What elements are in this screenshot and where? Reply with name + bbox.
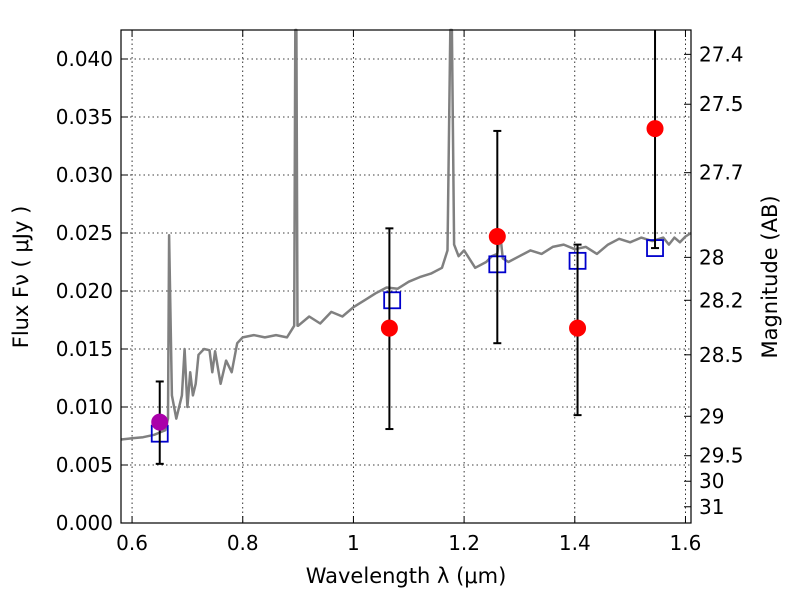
x-tick-label: 1.4 xyxy=(559,531,591,555)
y-axis-label: Flux Fν ( μJy ) xyxy=(9,206,33,349)
observed-point xyxy=(151,413,169,431)
magnitude-tick-label: 31 xyxy=(699,495,724,519)
y-tick-label: 0.040 xyxy=(56,47,113,71)
y-tick-label: 0.030 xyxy=(56,163,113,187)
magnitude-tick-label: 28 xyxy=(699,245,724,269)
model-spectrum-line xyxy=(120,28,692,441)
y-tick-label: 0.005 xyxy=(56,453,113,477)
plot-frame xyxy=(120,29,692,524)
y-tick-label: 0.025 xyxy=(56,221,113,245)
x-axis-label: Wavelength λ (μm) xyxy=(306,564,507,588)
magnitude-tick-label: 28.2 xyxy=(699,288,744,312)
x-tick-label: 1 xyxy=(347,531,360,555)
plot-background xyxy=(121,30,691,523)
observed-point xyxy=(488,227,506,245)
observed-point xyxy=(646,120,664,138)
magnitude-tick-label: 27.5 xyxy=(699,92,744,116)
model-photometry-square xyxy=(383,291,402,310)
observed-point xyxy=(380,319,398,337)
y2-axis-label: Magnitude (AB) xyxy=(758,195,782,358)
magnitude-tick-label: 29 xyxy=(699,404,724,428)
y-tick-label: 0.015 xyxy=(56,337,113,361)
y-tick-label: 0.020 xyxy=(56,279,113,303)
x-tick-label: 1.2 xyxy=(448,531,480,555)
series-layer xyxy=(120,28,692,465)
magnitude-tick-label: 28.5 xyxy=(699,343,744,367)
magnitude-tick-label: 27.4 xyxy=(699,42,744,66)
magnitude-tick-label: 29.5 xyxy=(699,444,744,468)
tick-layer: 0.6 0.8 1 1.2 1.4 1.6 0.000 0.005 0.010 0.015 0.02… xyxy=(56,30,744,555)
x-tick-label: 1.6 xyxy=(670,531,702,555)
x-tick-label: 0.6 xyxy=(116,531,148,555)
y-tick-label: 0.000 xyxy=(56,511,113,535)
magnitude-tick-label: 27.7 xyxy=(699,161,744,185)
x-tick-label: 0.8 xyxy=(227,531,259,555)
y-tick-label: 0.035 xyxy=(56,105,113,129)
y-tick-label: 0.010 xyxy=(56,395,113,419)
magnitude-tick-label: 30 xyxy=(699,469,724,493)
observed-point xyxy=(569,319,587,337)
